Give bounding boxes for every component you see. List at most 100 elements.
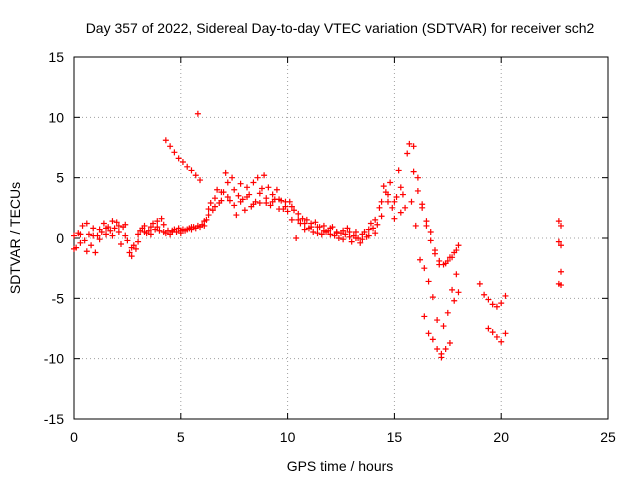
data-point bbox=[267, 202, 274, 209]
data-point bbox=[291, 207, 298, 214]
data-point bbox=[391, 198, 398, 205]
data-point bbox=[113, 219, 120, 226]
data-point bbox=[117, 241, 124, 248]
data-point bbox=[301, 220, 308, 227]
data-point bbox=[558, 242, 565, 249]
data-point bbox=[427, 237, 434, 244]
data-point bbox=[391, 215, 398, 222]
y-axis-label: SDTVAR / TECUs bbox=[7, 182, 23, 294]
data-point bbox=[397, 209, 404, 216]
data-point bbox=[132, 245, 139, 252]
data-point bbox=[100, 220, 107, 227]
data-point bbox=[96, 236, 103, 243]
data-point bbox=[220, 189, 227, 196]
data-point bbox=[250, 201, 257, 208]
data-point bbox=[410, 168, 417, 175]
data-point bbox=[380, 183, 387, 190]
data-point bbox=[250, 179, 257, 186]
data-point bbox=[293, 235, 300, 241]
data-point bbox=[241, 207, 248, 214]
data-point bbox=[209, 207, 216, 214]
data-point bbox=[352, 235, 359, 241]
data-point bbox=[197, 177, 204, 184]
data-point bbox=[288, 203, 295, 210]
data-point bbox=[389, 204, 396, 211]
data-point bbox=[414, 174, 421, 181]
data-point bbox=[147, 224, 154, 231]
data-point bbox=[256, 200, 263, 207]
data-point bbox=[314, 230, 321, 237]
data-point bbox=[374, 221, 381, 228]
data-point bbox=[141, 228, 148, 235]
data-point bbox=[318, 231, 325, 238]
data-point bbox=[378, 213, 385, 220]
data-point bbox=[361, 228, 368, 235]
data-point bbox=[327, 225, 334, 232]
data-point bbox=[393, 193, 400, 200]
data-point bbox=[224, 179, 231, 186]
data-point bbox=[429, 336, 436, 343]
data-point bbox=[205, 212, 212, 219]
data-point bbox=[449, 254, 456, 261]
x-tick-labels: 0 5 10 15 20 25 bbox=[70, 429, 616, 445]
data-point bbox=[446, 339, 453, 346]
data-point bbox=[231, 202, 238, 209]
data-point bbox=[214, 186, 221, 193]
data-point bbox=[237, 198, 244, 205]
data-point bbox=[365, 232, 372, 239]
data-point bbox=[273, 186, 280, 193]
data-point bbox=[399, 191, 406, 198]
data-point bbox=[88, 242, 95, 249]
data-point bbox=[404, 150, 411, 157]
data-point bbox=[367, 220, 374, 227]
data-point bbox=[109, 218, 116, 225]
data-point bbox=[344, 225, 351, 232]
data-point bbox=[340, 227, 347, 234]
x-tick-label: 15 bbox=[387, 429, 403, 445]
data-point bbox=[128, 244, 135, 251]
data-point bbox=[265, 184, 272, 191]
data-point bbox=[85, 231, 92, 238]
y-tick-label: -10 bbox=[44, 351, 64, 367]
data-point bbox=[173, 228, 180, 235]
data-point bbox=[288, 216, 295, 223]
data-point bbox=[357, 239, 364, 246]
data-point bbox=[493, 303, 500, 310]
data-point bbox=[79, 222, 86, 229]
data-point bbox=[348, 238, 355, 245]
data-point bbox=[335, 235, 342, 241]
data-point bbox=[218, 197, 225, 204]
data-point bbox=[476, 280, 483, 287]
data-point bbox=[455, 289, 462, 296]
data-point bbox=[111, 225, 118, 232]
data-point bbox=[489, 329, 496, 336]
data-point bbox=[256, 190, 263, 197]
data-point bbox=[145, 227, 152, 234]
data-point bbox=[387, 179, 394, 186]
data-point bbox=[453, 271, 460, 278]
data-point bbox=[352, 228, 359, 235]
data-point bbox=[485, 296, 492, 303]
data-point bbox=[229, 174, 236, 181]
data-point bbox=[158, 215, 165, 222]
data-point bbox=[224, 193, 231, 200]
data-point bbox=[376, 204, 383, 211]
data-point bbox=[269, 191, 276, 198]
data-point bbox=[269, 198, 276, 205]
y-tick-label: 0 bbox=[56, 230, 64, 246]
data-point bbox=[171, 149, 178, 156]
data-point bbox=[453, 247, 460, 254]
data-point bbox=[378, 198, 385, 205]
data-point bbox=[135, 231, 142, 238]
y-tick-labels: 15 10 5 0 -5 -10 -15 bbox=[44, 49, 64, 427]
data-point bbox=[147, 231, 154, 238]
data-point bbox=[122, 221, 129, 228]
data-point bbox=[384, 191, 391, 198]
data-point bbox=[333, 230, 340, 237]
data-point bbox=[263, 200, 270, 207]
data-point bbox=[427, 228, 434, 235]
data-point bbox=[77, 231, 84, 238]
data-point bbox=[481, 291, 488, 298]
data-point bbox=[489, 301, 496, 308]
